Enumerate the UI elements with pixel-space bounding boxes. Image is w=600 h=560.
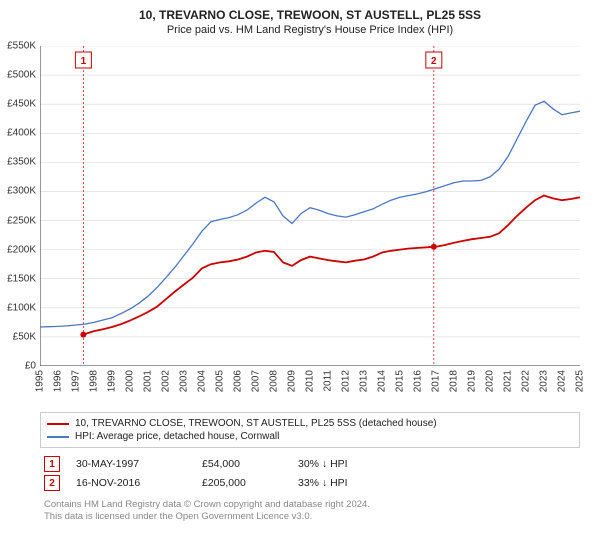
transaction-badge: 1 (44, 456, 60, 472)
transactions-table: 1 30-MAY-1997 £54,000 30% ↓ HPI 2 16-NOV-2016… (40, 456, 580, 491)
x-tick-label: 1998 (89, 370, 100, 392)
x-tick-label: 2022 (521, 370, 532, 392)
x-tick-label: 2010 (305, 370, 316, 392)
transaction-row: 1 30-MAY-1997 £54,000 30% ↓ HPI (44, 456, 580, 472)
transaction-price: £54,000 (202, 458, 282, 470)
y-axis-ticks: £0£50K£100K£150K£200K£250K£300K£350K£400… (0, 46, 40, 366)
y-tick-label: £150K (7, 273, 36, 284)
x-tick-label: 2025 (575, 370, 586, 392)
x-tick-label: 2019 (467, 370, 478, 392)
x-tick-label: 2001 (143, 370, 154, 392)
x-tick-label: 2002 (161, 370, 172, 392)
y-tick-label: £350K (7, 157, 36, 168)
legend-label: HPI: Average price, detached house, Corn… (75, 431, 279, 442)
legend-item: 10, TREVARNO CLOSE, TREWOON, ST AUSTELL,… (47, 417, 573, 430)
x-tick-label: 2012 (341, 370, 352, 392)
x-tick-label: 2021 (503, 370, 514, 392)
legend-swatch (47, 436, 69, 438)
legend-label: 10, TREVARNO CLOSE, TREWOON, ST AUSTELL,… (75, 418, 437, 429)
x-axis-ticks: 1995199619971998199920002001200220032004… (40, 366, 580, 406)
y-tick-label: £500K (7, 70, 36, 81)
footer-line: This data is licensed under the Open Gov… (44, 511, 580, 523)
plot-area: 12 £0£50K£100K£150K£200K£250K£300K£350K£… (40, 46, 580, 366)
chart-container: 10, TREVARNO CLOSE, TREWOON, ST AUSTELL,… (0, 0, 600, 560)
x-tick-label: 2018 (449, 370, 460, 392)
transaction-row: 2 16-NOV-2016 £205,000 33% ↓ HPI (44, 475, 580, 491)
x-tick-label: 2006 (233, 370, 244, 392)
y-tick-label: £300K (7, 186, 36, 197)
x-tick-label: 2004 (197, 370, 208, 392)
x-tick-label: 2015 (395, 370, 406, 392)
footer: Contains HM Land Registry data © Crown c… (40, 499, 580, 523)
y-tick-label: £200K (7, 244, 36, 255)
x-tick-label: 1999 (107, 370, 118, 392)
chart-subtitle: Price paid vs. HM Land Registry's House … (40, 24, 580, 36)
transaction-badge: 2 (44, 475, 60, 491)
svg-text:1: 1 (81, 56, 87, 67)
x-tick-label: 2017 (431, 370, 442, 392)
transaction-price: £205,000 (202, 477, 282, 489)
y-tick-label: £450K (7, 99, 36, 110)
x-tick-label: 2003 (179, 370, 190, 392)
x-tick-label: 2009 (287, 370, 298, 392)
legend: 10, TREVARNO CLOSE, TREWOON, ST AUSTELL,… (40, 412, 580, 448)
transaction-date: 30-MAY-1997 (76, 458, 186, 470)
x-tick-label: 2013 (359, 370, 370, 392)
chart-svg: 12 (40, 46, 580, 366)
x-tick-label: 2016 (413, 370, 424, 392)
x-tick-label: 2014 (377, 370, 388, 392)
x-tick-label: 2008 (269, 370, 280, 392)
x-tick-label: 2007 (251, 370, 262, 392)
x-tick-label: 2000 (125, 370, 136, 392)
footer-line: Contains HM Land Registry data © Crown c… (44, 499, 580, 511)
x-tick-label: 2011 (323, 370, 334, 392)
x-tick-label: 1995 (35, 370, 46, 392)
legend-swatch (47, 423, 69, 425)
y-tick-label: £100K (7, 302, 36, 313)
x-tick-label: 2024 (557, 370, 568, 392)
y-tick-label: £400K (7, 128, 36, 139)
legend-item: HPI: Average price, detached house, Corn… (47, 430, 573, 443)
svg-text:2: 2 (431, 56, 437, 67)
y-tick-label: £550K (7, 41, 36, 52)
x-tick-label: 2005 (215, 370, 226, 392)
chart-title: 10, TREVARNO CLOSE, TREWOON, ST AUSTELL,… (40, 8, 580, 22)
y-tick-label: £250K (7, 215, 36, 226)
x-tick-label: 2020 (485, 370, 496, 392)
x-tick-label: 2023 (539, 370, 550, 392)
x-tick-label: 1996 (53, 370, 64, 392)
transaction-date: 16-NOV-2016 (76, 477, 186, 489)
x-tick-label: 1997 (71, 370, 82, 392)
transaction-relative: 33% ↓ HPI (298, 477, 388, 489)
y-tick-label: £50K (13, 331, 36, 342)
transaction-relative: 30% ↓ HPI (298, 458, 388, 470)
